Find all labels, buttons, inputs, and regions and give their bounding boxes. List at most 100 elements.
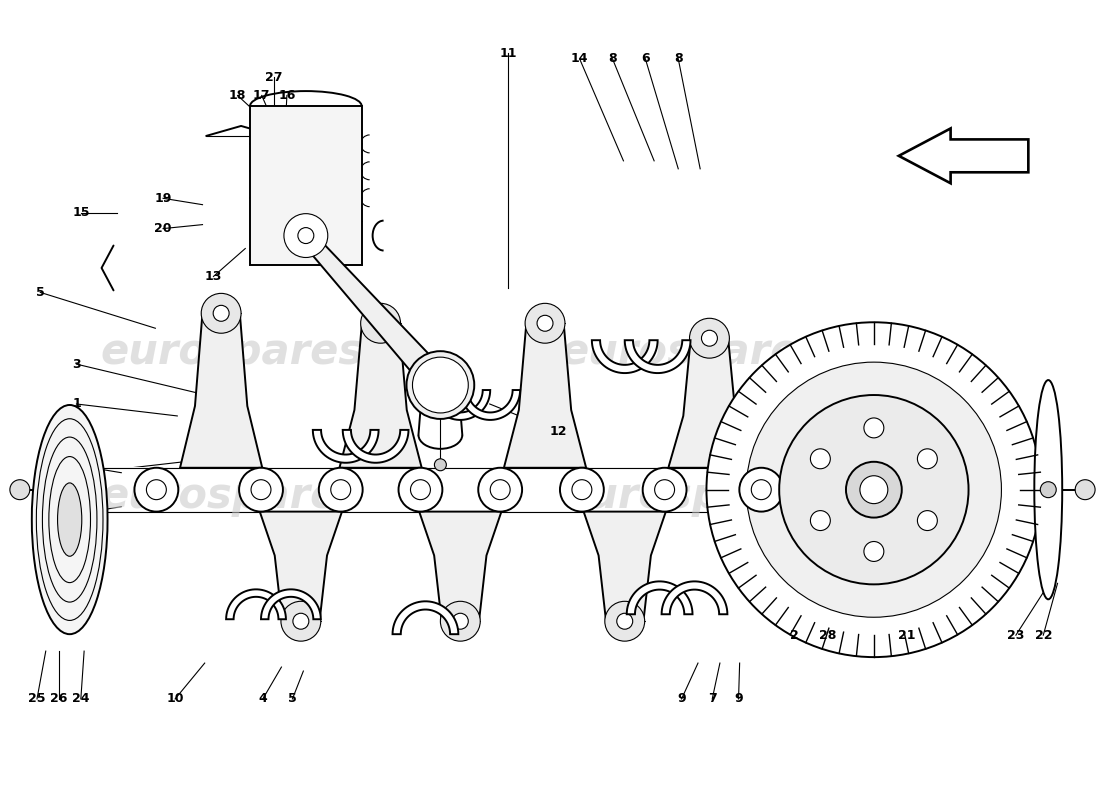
Text: 16: 16 [278,89,296,102]
Text: 7: 7 [708,693,716,706]
Polygon shape [899,129,1028,183]
Circle shape [811,510,830,530]
Circle shape [361,303,400,343]
Circle shape [213,306,229,322]
Polygon shape [180,314,262,468]
Text: eurospares: eurospares [100,474,364,517]
Text: eurospares: eurospares [561,331,824,373]
Circle shape [398,468,442,512]
Circle shape [751,480,771,500]
Circle shape [799,480,820,500]
Circle shape [440,602,481,641]
Text: 9: 9 [678,693,686,706]
Circle shape [572,480,592,500]
Polygon shape [419,512,502,622]
Circle shape [605,602,645,641]
Text: 26: 26 [51,693,67,706]
Circle shape [917,449,937,469]
Text: 10: 10 [166,693,184,706]
Text: 12: 12 [550,426,568,438]
Polygon shape [661,582,727,614]
Text: 18: 18 [229,89,246,102]
Circle shape [917,510,937,530]
Polygon shape [227,590,286,619]
Circle shape [407,351,474,419]
Polygon shape [343,430,408,462]
Circle shape [10,480,30,500]
Text: 25: 25 [29,693,46,706]
Text: 17: 17 [253,89,271,102]
Circle shape [373,315,388,331]
Circle shape [239,468,283,512]
Polygon shape [625,340,691,373]
Circle shape [331,480,351,500]
Circle shape [410,480,430,500]
Text: 5: 5 [36,286,45,299]
Ellipse shape [32,405,108,634]
Circle shape [739,468,783,512]
Circle shape [525,303,565,343]
Circle shape [434,458,447,470]
Text: 21: 21 [898,629,915,642]
Text: 4: 4 [258,693,267,706]
Circle shape [1075,480,1096,500]
Circle shape [412,357,469,413]
Circle shape [1041,482,1056,498]
Circle shape [860,476,888,504]
Circle shape [134,468,178,512]
Circle shape [864,418,883,438]
Circle shape [293,614,309,630]
Text: 1: 1 [73,398,80,410]
Circle shape [746,362,1001,618]
Polygon shape [312,430,378,462]
Circle shape [560,468,604,512]
Text: 2: 2 [790,629,799,642]
Circle shape [846,462,902,518]
Text: 8: 8 [674,52,683,66]
Circle shape [146,480,166,500]
Text: 23: 23 [1008,629,1024,642]
Polygon shape [393,602,459,634]
Polygon shape [460,390,520,420]
Circle shape [811,449,830,469]
Polygon shape [260,512,342,622]
Circle shape [864,542,883,562]
Text: 14: 14 [571,52,588,66]
Circle shape [251,480,271,500]
Text: 20: 20 [154,222,172,235]
Text: 3: 3 [73,358,80,370]
Circle shape [201,294,241,334]
Polygon shape [340,323,421,468]
Circle shape [690,318,729,358]
Polygon shape [261,590,321,619]
Circle shape [478,468,522,512]
Polygon shape [627,582,693,614]
Circle shape [706,322,1042,657]
Circle shape [452,614,469,630]
Text: eurospares: eurospares [561,474,824,517]
Text: 5: 5 [288,693,297,706]
Text: 15: 15 [73,206,89,219]
Circle shape [702,330,717,346]
Circle shape [537,315,553,331]
Text: 9: 9 [734,693,742,706]
Circle shape [788,468,831,512]
Circle shape [491,480,510,500]
Text: 6: 6 [641,52,650,66]
Polygon shape [296,235,459,385]
Polygon shape [504,323,586,468]
Circle shape [319,468,363,512]
Text: 13: 13 [205,270,222,283]
Circle shape [617,614,632,630]
Text: 22: 22 [1034,629,1052,642]
Text: 11: 11 [499,46,517,60]
Text: 8: 8 [608,52,617,66]
Circle shape [280,602,321,641]
Polygon shape [584,512,666,622]
Text: 19: 19 [154,192,172,205]
Polygon shape [592,340,658,373]
Ellipse shape [1034,380,1063,599]
Text: eurospares: eurospares [100,331,364,373]
Polygon shape [669,338,750,468]
Circle shape [642,468,686,512]
